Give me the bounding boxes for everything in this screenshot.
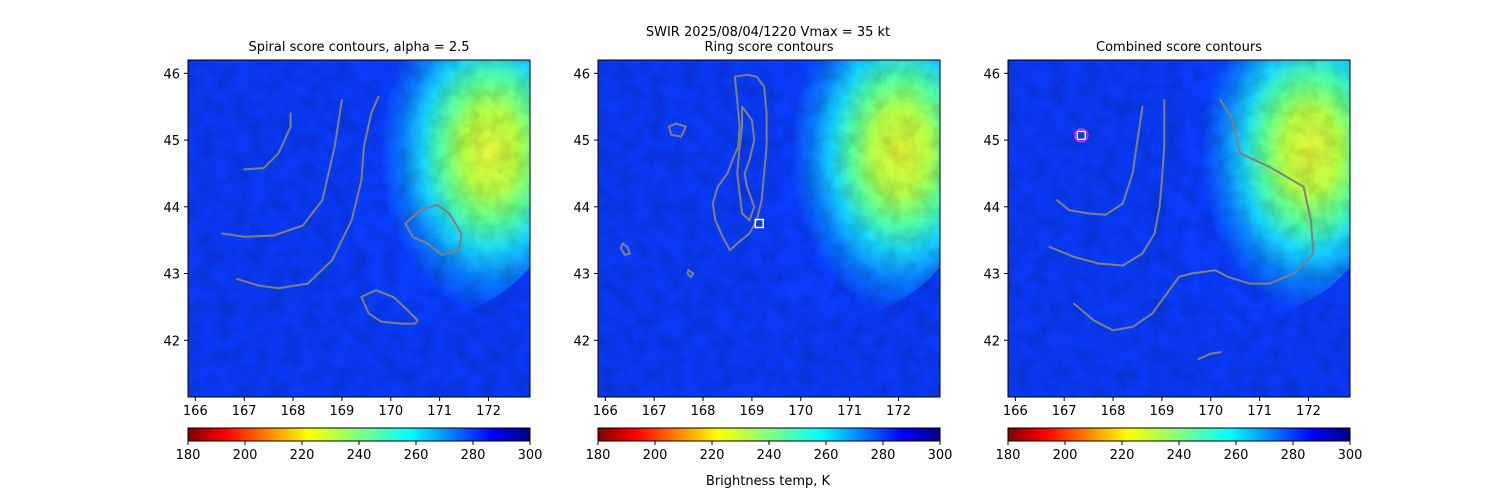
x-tick-label: 170 (788, 404, 813, 419)
contour-line (243, 112, 292, 171)
colorbar-tick-label: 180 (996, 448, 1021, 463)
x-tick-label: 168 (691, 404, 716, 419)
x-tick-label: 170 (378, 404, 403, 419)
colorbar-tick-label: 260 (404, 448, 429, 463)
x-tick-label: 167 (642, 404, 667, 419)
colorbar (1007, 427, 1351, 442)
x-tick-label: 172 (476, 404, 501, 419)
contour-line (686, 269, 695, 278)
colorbar-tick-label: 200 (643, 448, 668, 463)
contour-line (360, 289, 419, 325)
colorbar-tick-label: 280 (1281, 448, 1306, 463)
center-square-marker (1076, 130, 1087, 141)
colorbar-tick-label: 280 (871, 448, 896, 463)
colorbar-tick-label: 200 (1053, 448, 1078, 463)
x-tick-label: 168 (281, 404, 306, 419)
y-tick-label: 45 (163, 134, 180, 149)
colorbar-tick-label: 260 (814, 448, 839, 463)
heatmap-image (598, 60, 940, 397)
contour-line (1073, 99, 1315, 332)
panel-1: Spiral score contours, alpha = 2.5 166 167… (163, 40, 542, 463)
y-tick-label: 45 (983, 134, 1000, 149)
contour-line (1048, 99, 1166, 267)
y-tick-label: 42 (573, 334, 590, 349)
colorbar (187, 427, 531, 442)
center-square-marker (754, 218, 764, 229)
y-tick-label: 44 (573, 201, 590, 216)
contour-line (1055, 105, 1144, 216)
x-tick-label: 171 (837, 404, 862, 419)
x-tick-label: 171 (1247, 404, 1272, 419)
y-tick-label: 46 (573, 67, 590, 82)
contour-line (221, 99, 343, 238)
panel-title: Spiral score contours, alpha = 2.5 (248, 40, 469, 55)
contour-line (736, 105, 756, 222)
colorbar-tick-label: 240 (1167, 448, 1192, 463)
axes-frame (187, 59, 531, 398)
figure-suptitle: SWIR 2025/08/04/1220 Vmax = 35 kt (646, 25, 890, 40)
colorbar-tick-label: 220 (290, 448, 315, 463)
y-tick-label: 43 (163, 268, 180, 283)
colorbar-tick-label: 300 (928, 448, 953, 463)
x-tick-label: 167 (232, 404, 257, 419)
colorbar-label: Brightness temp, K (706, 474, 831, 489)
x-tick-label: 167 (1052, 404, 1077, 419)
x-tick-label: 169 (1149, 404, 1174, 419)
x-tick-label: 172 (1296, 404, 1321, 419)
y-tick-label: 43 (983, 268, 1000, 283)
colorbar-tick-label: 180 (586, 448, 611, 463)
contour-line (235, 95, 380, 290)
heatmap-texture (188, 60, 530, 397)
y-tick-label: 43 (573, 268, 590, 283)
colorbar-tick-label: 220 (700, 448, 725, 463)
y-tick-label: 46 (163, 67, 180, 82)
x-tick-label: 166 (1003, 404, 1028, 419)
center-circle-marker (1074, 128, 1089, 143)
colorbar-tick-label: 240 (757, 448, 782, 463)
heatmap-texture (1008, 60, 1350, 397)
axes-frame (597, 59, 941, 398)
contour-line (711, 73, 768, 252)
y-tick-label: 46 (983, 67, 1000, 82)
colorbar-tick-label: 260 (1224, 448, 1249, 463)
contour-line (667, 122, 687, 138)
heatmap-texture (598, 60, 940, 397)
panel-title: Combined score contours (1096, 40, 1262, 55)
x-tick-label: 172 (886, 404, 911, 419)
heatmap-image (1008, 60, 1350, 397)
contour-line (1197, 351, 1222, 360)
panel-title: Ring score contours (704, 40, 833, 55)
y-tick-label: 45 (573, 134, 590, 149)
x-tick-label: 170 (1198, 404, 1223, 419)
y-tick-label: 42 (163, 334, 180, 349)
colorbar-tick-label: 180 (176, 448, 201, 463)
colorbar-tick-label: 300 (1338, 448, 1363, 463)
axes-frame (1007, 59, 1351, 398)
colorbar-tick-label: 240 (347, 448, 372, 463)
contour-line (404, 203, 463, 256)
x-tick-label: 166 (183, 404, 208, 419)
heatmap-image (188, 60, 530, 397)
x-tick-label: 168 (1101, 404, 1126, 419)
panel-2: Ring score contours 166 167 168 169 170 171 172… (573, 40, 952, 463)
panel-3: Combined score contours 166 167 168 169 170 17… (983, 40, 1362, 463)
x-tick-label: 169 (739, 404, 764, 419)
y-tick-label: 44 (163, 201, 180, 216)
colorbar-tick-label: 200 (233, 448, 258, 463)
colorbar (597, 427, 941, 442)
colorbar-tick-label: 220 (1110, 448, 1135, 463)
colorbar-tick-label: 300 (518, 448, 543, 463)
y-tick-label: 44 (983, 201, 1000, 216)
x-tick-label: 171 (427, 404, 452, 419)
colorbar-tick-label: 280 (461, 448, 486, 463)
x-tick-label: 166 (593, 404, 618, 419)
x-tick-label: 169 (329, 404, 354, 419)
y-tick-label: 42 (983, 334, 1000, 349)
contour-line (620, 242, 631, 256)
